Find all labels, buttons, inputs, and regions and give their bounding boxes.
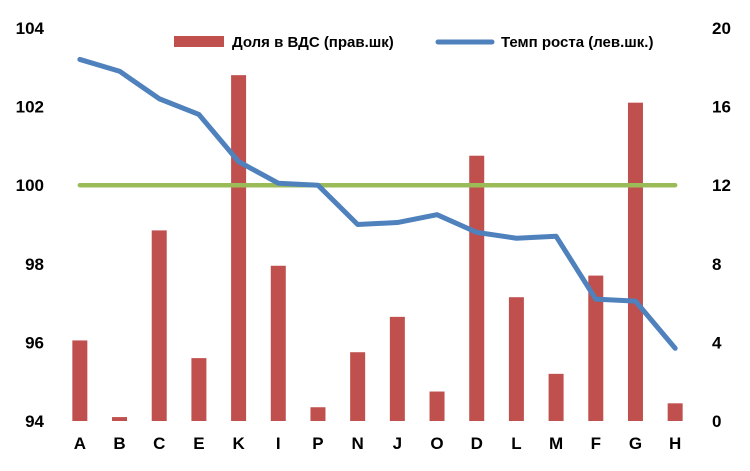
x-tick-label: K	[232, 434, 245, 453]
growth-rate-line	[77, 56, 678, 351]
x-tick-label: L	[511, 434, 521, 453]
right-tick-label: 16	[712, 98, 731, 117]
bar-F	[588, 275, 604, 421]
right-tick-label: 4	[712, 333, 722, 352]
left-tick-label: 102	[16, 98, 44, 117]
legend-label-line: Темп роста (лев.шк.)	[501, 34, 653, 51]
x-tick-label: E	[193, 434, 204, 453]
legend: Доля в ВДС (прав.шк) Темп роста (лев.шк.…	[174, 34, 653, 51]
x-tick-label: C	[153, 434, 165, 453]
right-tick-label: 8	[712, 255, 721, 274]
left-tick-label: 104	[16, 19, 45, 38]
x-tick-label: A	[74, 434, 86, 453]
x-tick-label: J	[393, 434, 402, 453]
x-tick-label: O	[430, 434, 443, 453]
x-tick-label: P	[312, 434, 323, 453]
left-tick-label: 100	[16, 176, 44, 195]
x-tick-label: D	[471, 434, 483, 453]
bar-series	[72, 75, 683, 422]
x-tick-label: F	[591, 434, 601, 453]
x-tick-label: B	[113, 434, 125, 453]
bar-N	[350, 352, 366, 421]
bar-A	[72, 340, 88, 421]
right-tick-label: 12	[712, 176, 731, 195]
x-tick-label: I	[276, 434, 281, 453]
bar-I	[270, 265, 286, 421]
bar-M	[548, 373, 564, 421]
right-tick-label: 0	[712, 412, 721, 431]
bar-C	[151, 230, 167, 421]
right-tick-label: 20	[712, 19, 731, 38]
left-tick-label: 96	[25, 333, 44, 352]
bar-D	[469, 155, 485, 421]
legend-swatch-bar	[174, 36, 224, 47]
bar-K	[231, 75, 247, 421]
left-axis-ticks: 94 96 98 100 102 104	[16, 19, 45, 431]
bar-J	[389, 316, 405, 421]
left-tick-label: 94	[25, 412, 44, 431]
bar-O	[429, 391, 445, 421]
x-tick-label: H	[669, 434, 681, 453]
right-axis-ticks: 0 4 8 12 16 20	[712, 19, 731, 431]
bar-E	[191, 358, 207, 421]
x-tick-label: G	[629, 434, 642, 453]
legend-label-bar: Доля в ВДС (прав.шк)	[232, 34, 394, 51]
left-tick-label: 98	[25, 255, 44, 274]
line-series	[77, 56, 678, 351]
bar-B	[112, 417, 128, 421]
x-tick-label: N	[352, 434, 364, 453]
bar-L	[508, 297, 524, 421]
bar-G	[627, 102, 643, 422]
x-tick-label: M	[549, 434, 563, 453]
bar-P	[310, 407, 326, 421]
bar-H	[667, 403, 683, 421]
